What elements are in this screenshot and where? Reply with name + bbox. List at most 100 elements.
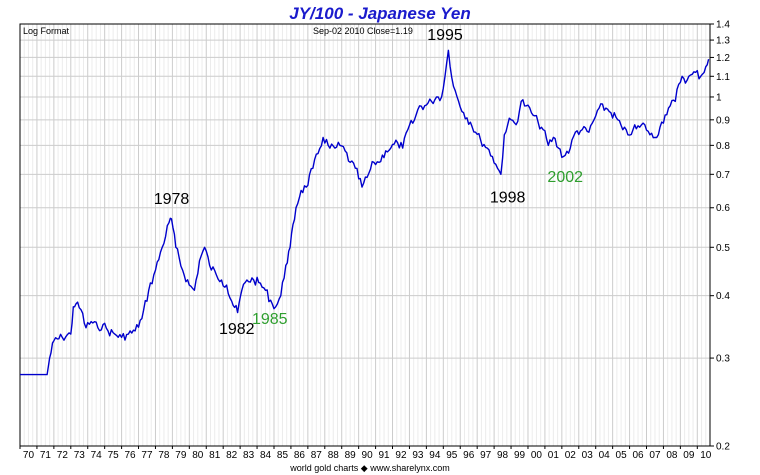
series-point	[141, 318, 142, 319]
annotation-1995: 1995	[427, 27, 463, 44]
y-tick-label: 1.1	[716, 72, 730, 83]
series-point	[378, 162, 379, 163]
series-point	[543, 129, 544, 130]
x-tick-label: 79	[175, 450, 187, 461]
x-tick-label: 94	[429, 450, 441, 461]
series-point	[312, 168, 313, 169]
x-tick-label: 99	[514, 450, 526, 461]
y-tick-label: 0.2	[716, 442, 730, 453]
x-tick-label: 71	[40, 450, 52, 461]
series-point	[444, 76, 445, 77]
x-tick-label: 98	[497, 450, 509, 461]
log-format-label: Log Format	[23, 26, 70, 36]
series-point	[289, 247, 290, 248]
series-point	[189, 284, 190, 285]
series-point	[128, 334, 129, 335]
series-point	[644, 124, 645, 125]
series-point	[431, 101, 432, 102]
series-point	[36, 374, 37, 375]
series-point	[659, 127, 660, 128]
series-point	[654, 137, 655, 138]
series-point	[708, 59, 709, 60]
series-point	[521, 101, 522, 102]
series-point	[367, 177, 368, 178]
series-point	[322, 137, 323, 138]
annotation-2002: 2002	[547, 169, 583, 186]
series-point	[168, 222, 169, 223]
series-point	[285, 265, 286, 266]
series-point	[295, 207, 296, 208]
series-point	[463, 112, 464, 113]
x-tick-label: 70	[23, 450, 35, 461]
series-point	[46, 374, 47, 375]
y-tick-label: 0.9	[716, 115, 730, 126]
series-point	[678, 84, 679, 85]
x-tick-label: 81	[209, 450, 221, 461]
series-point	[593, 119, 594, 120]
series-point	[155, 270, 156, 271]
series-point	[480, 139, 481, 140]
series-point	[670, 105, 671, 106]
series-point	[448, 50, 449, 51]
y-tick-label: 0.5	[716, 243, 730, 254]
series-point	[390, 147, 391, 148]
series-point	[510, 119, 511, 120]
y-tick-label: 1.4	[716, 20, 730, 31]
series-point	[692, 74, 693, 75]
x-tick-label: 74	[91, 450, 103, 461]
annotation-1982: 1982	[219, 321, 255, 338]
series-point	[497, 168, 498, 169]
series-point	[622, 129, 623, 130]
x-tick-label: 92	[395, 450, 407, 461]
series-point	[649, 134, 650, 135]
series-point	[204, 247, 205, 248]
series-point	[49, 357, 50, 358]
series-point	[632, 129, 633, 130]
x-tick-label: 09	[683, 450, 695, 461]
series-point	[617, 119, 618, 120]
series-point	[582, 129, 583, 130]
series-point	[385, 150, 386, 151]
x-tick-label: 80	[192, 450, 204, 461]
series-point	[570, 147, 571, 148]
series-line	[20, 49, 710, 376]
x-tick-label: 95	[446, 450, 458, 461]
x-tick-label: 06	[632, 450, 644, 461]
series-point	[665, 114, 666, 115]
series-point	[216, 274, 217, 275]
x-tick-label: 88	[328, 450, 340, 461]
series-point	[700, 76, 701, 77]
y-tick-label: 1.2	[716, 53, 730, 64]
x-tick-label: 08	[666, 450, 678, 461]
y-tick-label: 0.4	[716, 291, 730, 302]
series-point	[317, 153, 318, 154]
grid	[19, 23, 711, 447]
series-point	[334, 147, 335, 148]
series-point	[114, 334, 115, 335]
series-point	[548, 145, 549, 146]
series-point	[148, 290, 149, 291]
x-tick-label: 93	[412, 450, 424, 461]
series-point	[553, 137, 554, 138]
series-point	[73, 306, 74, 307]
series-point	[171, 218, 172, 219]
x-tick-label: 07	[649, 450, 661, 461]
x-tick-label: 89	[345, 450, 357, 461]
x-tick-label: 82	[226, 450, 238, 461]
x-tick-label: 91	[378, 450, 390, 461]
series-point	[436, 96, 437, 97]
series-point	[162, 247, 163, 248]
x-tick-label: 78	[158, 450, 170, 461]
series-point	[135, 330, 136, 331]
series-point	[85, 327, 86, 328]
x-tick-label: 75	[108, 450, 120, 461]
series-point	[361, 186, 362, 187]
series-point	[75, 303, 76, 304]
annotation-1985: 1985	[252, 311, 288, 328]
series-point	[507, 124, 508, 125]
series-point	[414, 119, 415, 120]
series-point	[627, 134, 628, 135]
series-point	[675, 101, 676, 102]
series-point	[253, 279, 254, 280]
